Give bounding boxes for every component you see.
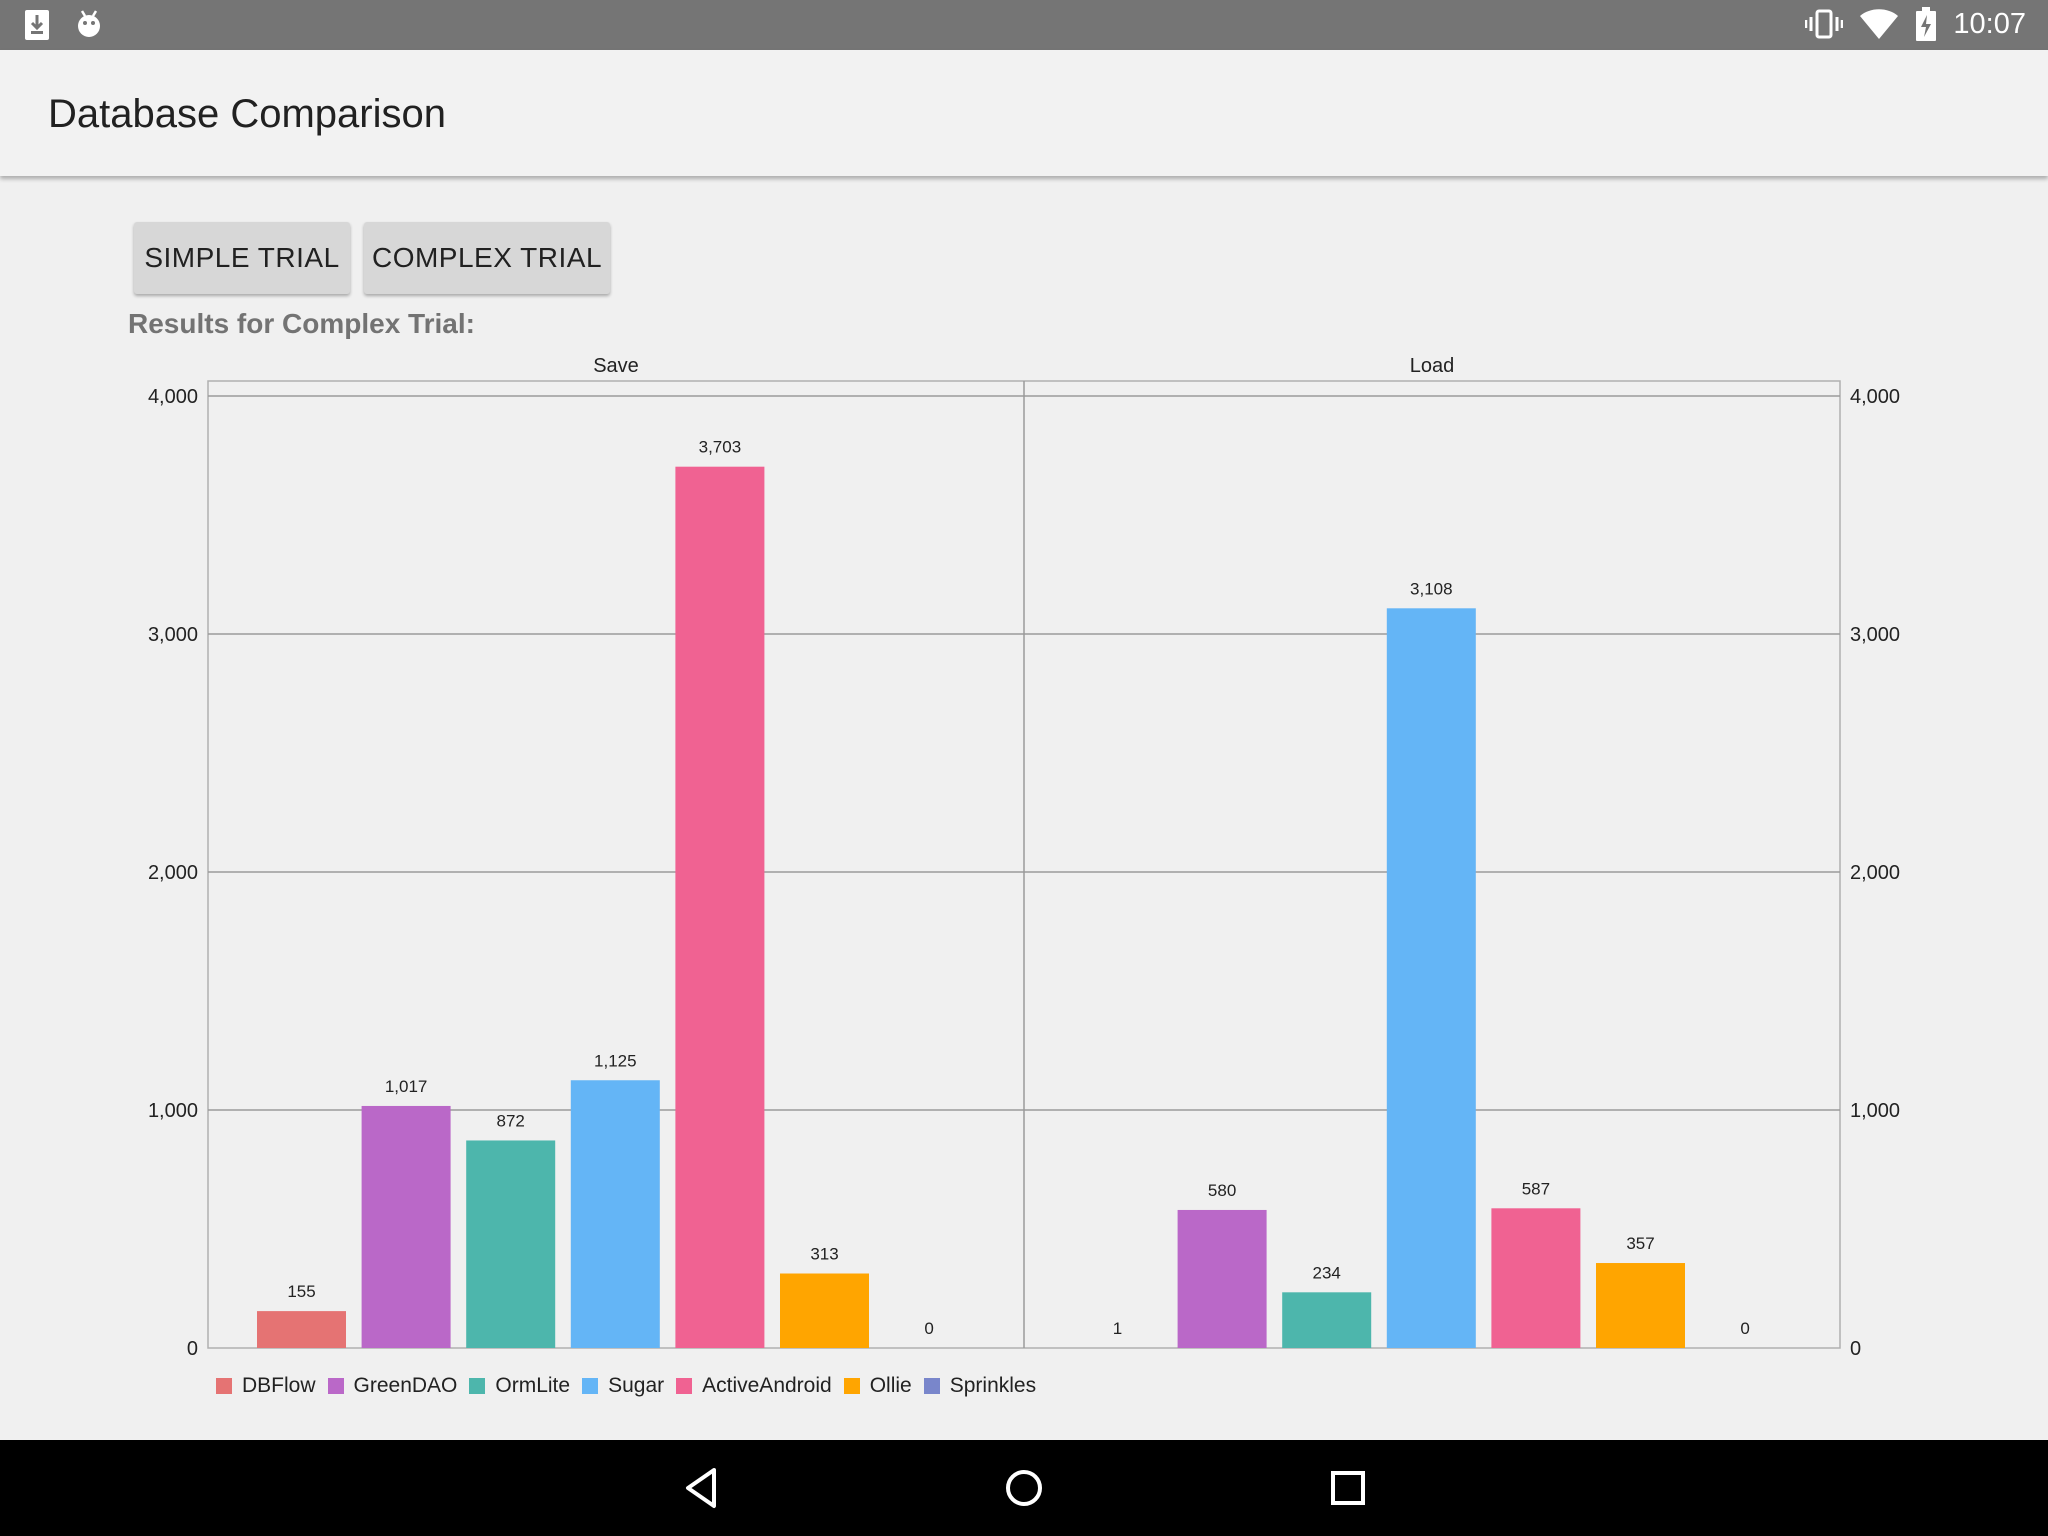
data-label: 234 xyxy=(1313,1263,1341,1282)
y-tick-label-left: 0 xyxy=(187,1338,198,1360)
legend-swatch xyxy=(843,1378,860,1394)
legend-label: Ollie xyxy=(869,1374,912,1397)
legend-item-dbflow: DBFlow xyxy=(216,1374,316,1398)
y-tick-label-left: 3,000 xyxy=(148,624,198,646)
bar-ormlite-save xyxy=(466,1140,556,1348)
data-label: 872 xyxy=(497,1111,525,1130)
y-tick-label-right: 1,000 xyxy=(1850,1100,1900,1122)
simple-trial-button[interactable]: SIMPLE TRIAL xyxy=(134,222,350,294)
y-tick-label-left: 4,000 xyxy=(148,386,198,408)
legend-label: ActiveAndroid xyxy=(702,1374,832,1397)
home-icon[interactable] xyxy=(998,1462,1050,1514)
bar-activeandroid-load xyxy=(1491,1208,1581,1348)
data-label: 1,017 xyxy=(385,1077,428,1096)
data-label: 0 xyxy=(924,1319,933,1338)
y-tick-label-right: 0 xyxy=(1850,1338,1861,1360)
legend-label: GreenDAO xyxy=(353,1374,458,1397)
legend-label: DBFlow xyxy=(242,1374,316,1397)
bar-ormlite-load xyxy=(1282,1292,1372,1348)
status-right-icons: 10:07 xyxy=(1805,6,2026,42)
data-label: 3,108 xyxy=(1410,579,1453,598)
y-tick-label-left: 1,000 xyxy=(148,1100,198,1122)
y-tick-label-right: 2,000 xyxy=(1850,862,1900,884)
vibrate-icon xyxy=(1805,9,1844,39)
results-label: Results for Complex Trial: xyxy=(128,308,475,339)
complex-trial-button[interactable]: COMPLEX TRIAL xyxy=(364,222,610,294)
bar-activeandroid-save xyxy=(675,466,765,1348)
legend-item-activeandroid: ActiveAndroid xyxy=(676,1374,832,1398)
status-time: 10:07 xyxy=(1953,7,2026,40)
data-label: 580 xyxy=(1208,1181,1236,1200)
data-label: 0 xyxy=(1740,1319,1749,1338)
bar-ollie-save xyxy=(780,1273,869,1348)
legend-item-sprinkles: Sprinkles xyxy=(923,1374,1037,1398)
legend-swatch xyxy=(216,1378,232,1394)
back-icon[interactable] xyxy=(676,1462,728,1514)
category-title: Load xyxy=(1410,355,1455,377)
data-label: 1,125 xyxy=(594,1051,637,1070)
y-tick-label-right: 3,000 xyxy=(1850,624,1900,646)
bar-dbflow-save xyxy=(257,1311,346,1348)
chart-legend: DBFlow GreenDAO OrmLite Sugar ActiveAndroid O… xyxy=(216,1374,1048,1398)
recents-icon[interactable] xyxy=(1322,1462,1374,1514)
android-debug-icon xyxy=(78,10,100,37)
bar-greendao-load xyxy=(1177,1209,1267,1348)
data-label: 1 xyxy=(1113,1319,1122,1338)
legend-label: Sprinkles xyxy=(949,1374,1037,1397)
data-label: 155 xyxy=(287,1282,315,1301)
legend-item-ollie: Ollie xyxy=(843,1374,912,1398)
legend-swatch xyxy=(327,1378,344,1394)
status-bar: 10:07 xyxy=(0,0,2048,50)
data-label: 3,703 xyxy=(699,438,742,457)
data-label: 587 xyxy=(1522,1179,1550,1198)
status-left-icons xyxy=(22,8,104,42)
navigation-bar xyxy=(0,1440,2048,1536)
data-label: 357 xyxy=(1626,1234,1654,1253)
bar-sugar-save xyxy=(570,1080,660,1348)
wifi-icon xyxy=(1860,9,1899,39)
legend-swatch xyxy=(469,1378,486,1394)
bar-greendao-save xyxy=(361,1105,451,1348)
bar-ollie-load xyxy=(1596,1263,1685,1348)
legend-label: OrmLite xyxy=(495,1374,571,1397)
y-tick-label-left: 2,000 xyxy=(148,862,198,884)
legend-label: Sugar xyxy=(608,1374,665,1397)
legend-swatch xyxy=(923,1378,940,1394)
legend-swatch xyxy=(676,1378,693,1394)
bar-sugar-load xyxy=(1386,608,1476,1348)
legend-item-sugar: Sugar xyxy=(582,1374,664,1398)
bar-chart: 0 0 1,000 1,000 2,000 2,000 3,000 3,000 4,000 4,0… xyxy=(148,355,1900,1360)
legend-swatch xyxy=(582,1378,599,1394)
category-title: Save xyxy=(593,355,639,377)
app-bar: Database Comparison xyxy=(0,50,2048,176)
y-tick-label-right: 4,000 xyxy=(1850,386,1900,408)
battery-charging-icon xyxy=(1916,7,1937,41)
app-title: Database Comparison xyxy=(48,92,446,136)
data-label: 313 xyxy=(810,1245,838,1264)
legend-item-ormlite: OrmLite xyxy=(469,1374,570,1398)
download-icon xyxy=(25,10,49,40)
legend-item-greendao: GreenDAO xyxy=(327,1374,458,1398)
